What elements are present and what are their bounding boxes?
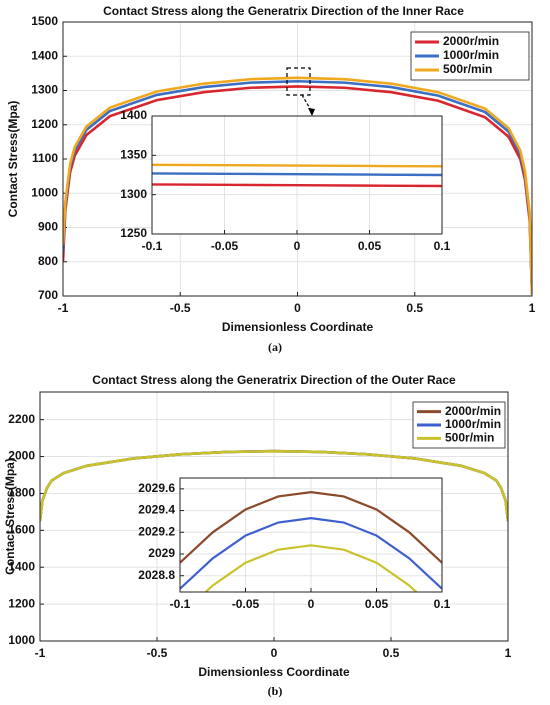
y-tick-label: 1200: [31, 117, 58, 131]
x-axis-label: Dimensionless Coordinate: [222, 320, 374, 334]
x-tick-label: 0.5: [406, 301, 423, 315]
y-tick-label: 2028.8: [138, 568, 175, 582]
y-tick-label: 1350: [120, 148, 147, 162]
y-tick-label: 2200: [8, 412, 35, 426]
y-tick-label: 1400: [120, 108, 147, 122]
y-tick-label: 1300: [120, 187, 147, 201]
plot-frame: [39, 391, 509, 642]
y-tick-label: 1400: [8, 559, 35, 573]
lines: [180, 491, 442, 592]
y-tick-label: 2029.4: [138, 503, 175, 517]
series-line: [152, 172, 442, 177]
y-tick-label: 1000: [31, 185, 58, 199]
chart-title: Contact Stress along the Generatrix Dire…: [92, 373, 456, 387]
y-tick-label: 1600: [8, 523, 35, 537]
plot-frame: [62, 21, 533, 297]
legend-label: 500r/min: [445, 431, 494, 445]
y-tick-label: 700: [38, 288, 58, 302]
series-line: [180, 491, 442, 564]
x-tick-label: 0.5: [383, 646, 400, 660]
legend-label: 500r/min: [443, 62, 492, 76]
y-tick-label: 1300: [31, 83, 58, 97]
x-tick-label: 0: [271, 646, 278, 660]
y-tick-label: 2029.6: [138, 481, 175, 495]
x-tick-label: -0.05: [211, 239, 239, 253]
series-line: [152, 163, 442, 168]
y-tick-label: 1000: [8, 633, 35, 647]
inset-chart: 2028.8 2029 2029.2 2029.4 2029.6 -0.1 -0.05 0 0.…: [138, 477, 451, 611]
y-tick-label: 900: [38, 220, 58, 234]
y-tick-label: 1400: [31, 48, 58, 62]
x-tick-label: 0.05: [358, 239, 382, 253]
x-tick-label: -1: [58, 301, 69, 315]
y-tick-label: 2000: [8, 449, 35, 463]
series-line: [40, 449, 508, 522]
x-tick-label: 1: [529, 301, 536, 315]
y-tick-label: 1200: [8, 596, 35, 610]
x-tick-label: -0.05: [232, 597, 260, 611]
y-tick-label: 1800: [8, 486, 35, 500]
y-tick-label: 1250: [120, 226, 147, 240]
legend-label: 1000r/min: [443, 48, 499, 62]
x-tick-label: 0: [308, 597, 315, 611]
plot-frame: [179, 477, 443, 593]
plot-frame: [151, 115, 443, 235]
y-axis-label: Contact Stress(Mpa): [6, 101, 20, 218]
x-tick-label: -0.5: [147, 646, 168, 660]
inset-chart: 1250 1300 1350 1400 -0.1 -0.05 0 0.05 0.1: [120, 108, 450, 253]
x-tick-label: 0.05: [365, 597, 389, 611]
x-tick-label: -1: [35, 646, 46, 660]
chart-title: Contact Stress along the Generatrix Dire…: [103, 4, 464, 18]
x-tick-label: -0.5: [170, 301, 191, 315]
caption: (b): [268, 684, 283, 698]
series-line: [63, 76, 532, 295]
x-axis-label: Dimensionless Coordinate: [198, 665, 350, 679]
caption: (a): [268, 340, 282, 354]
y-tick-label: 1100: [32, 151, 58, 165]
y-tick-label: 2029: [148, 546, 175, 560]
y-tick-label: 1500: [31, 14, 58, 28]
lines: [63, 76, 532, 295]
arrow-head: [308, 108, 315, 116]
x-tick-label: 0.1: [434, 597, 451, 611]
lines: [40, 449, 508, 522]
legend-label: 2000r/min: [443, 34, 499, 48]
chart: 1000 1200 1400 1600 1800 2000 2200 -1 -0.5 0 0.5 1 C…: [3, 373, 511, 698]
series-line: [152, 183, 442, 188]
x-tick-label: 0.1: [434, 239, 451, 253]
y-tick-label: 800: [38, 254, 58, 268]
legend-label: 1000r/min: [445, 417, 501, 431]
y-tick-label: 2029.2: [138, 524, 175, 538]
x-tick-label: 0: [294, 239, 301, 253]
zoom-box: [286, 67, 311, 96]
y-axis-label: Contact Stress(Mpa): [3, 458, 17, 575]
series-line: [180, 517, 442, 590]
x-tick-label: -0.1: [142, 239, 163, 253]
legend-box: [412, 401, 506, 449]
lines: [152, 163, 442, 188]
series-line: [204, 544, 418, 592]
legend-label: 2000r/min: [445, 404, 501, 418]
x-tick-label: 0: [294, 301, 301, 315]
x-tick-label: -0.1: [170, 597, 191, 611]
x-tick-label: 1: [505, 646, 512, 660]
